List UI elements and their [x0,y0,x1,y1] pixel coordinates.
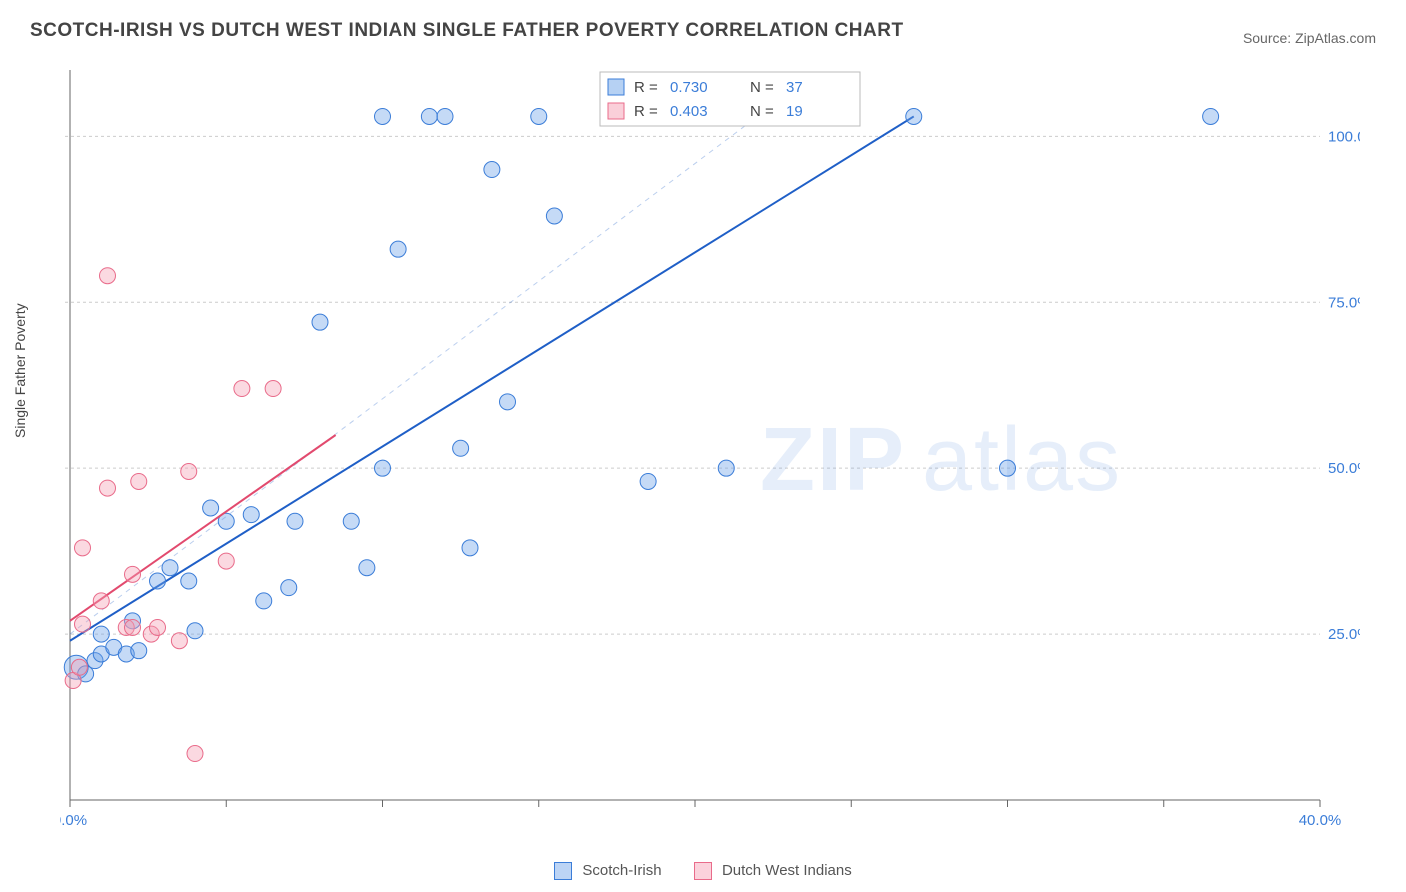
data-point [100,480,116,496]
y-axis-label: Single Father Poverty [12,303,28,438]
source-attribution: Source: ZipAtlas.com [1243,30,1376,46]
data-point [500,394,516,410]
watermark: ZIP [760,410,906,510]
data-point [100,268,116,284]
legend-r-value: 0.730 [670,79,708,96]
data-point [150,573,166,589]
data-point [265,381,281,397]
legend-r-label: R = [634,103,658,120]
data-point [187,746,203,762]
data-point [243,507,259,523]
data-point [75,616,91,632]
data-point [421,108,437,124]
trend-line [70,116,914,640]
data-point [131,473,147,489]
data-point [718,460,734,476]
data-point [375,108,391,124]
data-point [390,241,406,257]
data-point [125,619,141,635]
bottom-legend: Scotch-Irish Dutch West Indians [0,862,1406,880]
reference-line [70,116,758,634]
watermark: atlas [922,410,1122,510]
legend-item-dutch-west-indians: Dutch West Indians [694,862,852,879]
data-point [546,208,562,224]
legend-n-label: N = [750,103,774,120]
data-point [437,108,453,124]
data-point [640,473,656,489]
data-point [484,162,500,178]
data-point [181,573,197,589]
data-point [203,500,219,516]
data-point [462,540,478,556]
x-tick-label: 40.0% [1299,812,1342,829]
data-point [906,108,922,124]
data-point [531,108,547,124]
data-point [1000,460,1016,476]
data-point [93,593,109,609]
legend-label: Dutch West Indians [722,862,852,879]
legend-n-value: 37 [786,79,803,96]
legend-swatch-blue [554,862,572,880]
legend-item-scotch-irish: Scotch-Irish [554,862,666,879]
data-point [187,623,203,639]
data-point [287,513,303,529]
y-tick-label: 100.0% [1328,128,1360,145]
data-point [71,659,87,675]
legend-n-value: 19 [786,103,803,120]
legend-label: Scotch-Irish [582,862,661,879]
legend-swatch-pink [694,862,712,880]
legend-swatch [608,103,624,119]
data-point [171,633,187,649]
data-point [234,381,250,397]
data-point [162,560,178,576]
y-tick-label: 75.0% [1328,294,1360,311]
data-point [131,643,147,659]
data-point [375,460,391,476]
legend-swatch [608,79,624,95]
data-point [93,626,109,642]
x-tick-label: 0.0% [60,812,87,829]
legend-r-value: 0.403 [670,103,708,120]
data-point [281,580,297,596]
data-point [453,440,469,456]
scatter-plot: 25.0% 50.0% 75.0% 100.0% ZIPatlas 0.0% 40.0% R … [60,60,1360,830]
data-point [150,619,166,635]
legend-n-label: N = [750,79,774,96]
data-point [1203,108,1219,124]
data-point [181,464,197,480]
chart-title: SCOTCH-IRISH VS DUTCH WEST INDIAN SINGLE… [30,20,904,42]
data-point [312,314,328,330]
legend-r-label: R = [634,79,658,96]
data-point [343,513,359,529]
data-point [125,566,141,582]
y-tick-label: 25.0% [1328,626,1360,643]
data-point [256,593,272,609]
data-point [359,560,375,576]
data-point [218,553,234,569]
chart-svg: 25.0% 50.0% 75.0% 100.0% ZIPatlas 0.0% 40.0% R … [60,60,1360,830]
y-tick-label: 50.0% [1328,460,1360,477]
data-point [75,540,91,556]
